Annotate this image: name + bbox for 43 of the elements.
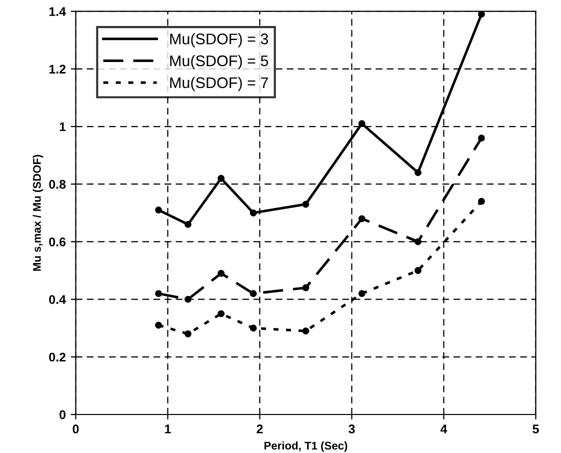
y-tick-label: 0.6 (49, 238, 66, 246)
point (218, 270, 225, 277)
point (155, 206, 162, 214)
y-tick-label: 1 (60, 122, 66, 132)
point (184, 330, 192, 338)
y-axis-title: Mu s,max / Mu (SDOF) (32, 154, 44, 271)
point (302, 200, 310, 208)
point (358, 290, 366, 298)
legend-label: Mu(SDOF) = 5 (170, 55, 268, 70)
point (218, 310, 225, 318)
y-tick-label: 0.4 (49, 295, 66, 304)
point (184, 296, 192, 303)
point (184, 220, 192, 228)
legend-label: Mu(SDOF) = 3 (170, 33, 268, 48)
x-tick-label: 5 (532, 424, 539, 434)
point (414, 238, 422, 246)
x-axis-title: Period, T1 (Sec) (264, 441, 348, 452)
y-tick-label: 0 (60, 410, 66, 420)
point (155, 322, 162, 329)
y-tick-label: 0.8 (49, 180, 66, 189)
legend-label: Mu(SDOF) = 7 (170, 76, 268, 92)
point (250, 209, 257, 216)
point (414, 169, 422, 176)
point (478, 198, 485, 205)
x-tick-label: 4 (440, 424, 448, 434)
point (478, 11, 485, 18)
point (414, 267, 422, 274)
y-tick-label: 0.2 (49, 352, 66, 362)
point (155, 290, 162, 298)
x-tick-label: 3 (348, 424, 355, 434)
point (250, 290, 257, 298)
point (302, 284, 310, 292)
point (218, 174, 225, 182)
y-tick-label: 1.2 (49, 64, 66, 74)
point (250, 324, 257, 332)
point (358, 215, 366, 222)
x-tick-label: 2 (256, 424, 263, 434)
y-tick-label: 1.4 (49, 7, 66, 16)
point (302, 328, 310, 334)
x-tick-label: 0 (72, 424, 79, 434)
point (358, 120, 366, 128)
x-tick-label: 1 (165, 424, 171, 434)
point (478, 134, 485, 142)
